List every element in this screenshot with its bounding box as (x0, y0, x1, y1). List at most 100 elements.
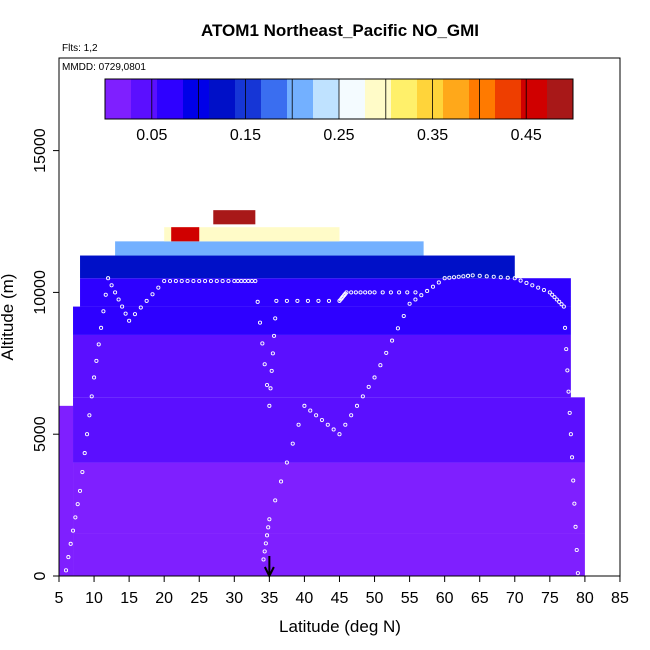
flight-2-sample (284, 460, 289, 465)
heatmap-cell-5 (73, 306, 571, 335)
flight-1-sample (397, 290, 402, 295)
flight-2-sample (568, 432, 573, 437)
flight-1-sample (316, 298, 321, 303)
flight-2-sample (547, 290, 552, 295)
flight-1-sample (255, 299, 260, 304)
flight-1-sample (268, 386, 273, 391)
colorbar-swatch-9 (339, 79, 366, 119)
colorbar-swatch-3 (183, 79, 210, 119)
colorbar-swatch-6 (261, 79, 288, 119)
colorbar-swatch-11 (391, 79, 418, 119)
x-tick-label: 20 (155, 590, 173, 607)
flight-1-sample (173, 279, 178, 284)
x-tick-label: 40 (296, 590, 314, 607)
colorbar-swatch-14 (469, 79, 496, 119)
flight-2-sample (564, 347, 569, 352)
colorbar: 0.05 0.15 0.25 0.35 0.45 (104, 78, 574, 144)
flight-2-sample (413, 297, 418, 302)
heatmap-cell-4 (73, 334, 571, 398)
x-tick-label: 50 (366, 590, 384, 607)
flight-1-sample (349, 290, 354, 295)
colorbar-swatch-17 (547, 79, 574, 119)
flight-2-sample (436, 280, 441, 285)
flight-2-sample (569, 455, 575, 460)
flight-2-sample (360, 394, 365, 399)
colorbar-tick-label: 0.25 (323, 127, 354, 144)
flight-1-sample (226, 279, 231, 284)
flight-2-sample (266, 525, 271, 530)
flight-2-sample (261, 557, 266, 562)
flight-2-sample (567, 410, 572, 415)
y-tick-label: 5000 (32, 416, 49, 452)
flight-1-sample (271, 333, 277, 338)
heatmap-cell-3 (73, 397, 585, 463)
flight-1-sample (208, 279, 213, 284)
flight-2-sample (343, 422, 348, 427)
flight-2-sample (273, 498, 278, 503)
flight-1-sample (144, 298, 149, 303)
heatmap-cell-10 (171, 227, 200, 242)
flight-2-sample (512, 276, 517, 281)
flight-2-sample (541, 287, 547, 293)
flight-1-sample (109, 283, 114, 288)
flight-2-sample (456, 274, 461, 279)
flight-2-sample (573, 524, 578, 529)
flight-1-sample (127, 318, 132, 323)
flight-1-sample (99, 325, 104, 330)
colorbar-swatch-0 (105, 79, 132, 119)
flight-2-sample (308, 408, 313, 413)
flight-2-sample (384, 350, 389, 355)
colorbar-swatch-7 (287, 79, 314, 119)
flight-1-sample (101, 309, 106, 314)
heatmap-cell-8 (115, 241, 424, 256)
flight-2-sample (518, 278, 523, 283)
flight-1-sample (94, 358, 99, 363)
heatmap-cell-9 (164, 227, 340, 242)
x-axis-label: Latitude (deg N) (279, 617, 401, 636)
x-tick-label: 25 (190, 590, 208, 607)
flight-2-sample (484, 274, 489, 279)
flight-2-sample (554, 297, 559, 302)
colorbar-swatch-15 (495, 79, 522, 119)
flight-2-sample (262, 549, 267, 554)
flight-2-sample (314, 413, 319, 418)
flight-2-sample (465, 273, 471, 278)
heatmap-cell-6 (80, 278, 571, 307)
colorbar-swatch-1 (131, 79, 158, 119)
flight-2-sample (354, 403, 360, 408)
flight-2-sample (524, 280, 529, 285)
flight-1-sample (191, 279, 196, 284)
flight-2-sample (401, 313, 406, 319)
flight-2-sample (530, 283, 535, 288)
flight-1-sample (260, 341, 265, 346)
flight-2-sample (337, 432, 342, 437)
flight-2-sample (319, 417, 325, 423)
flight-1-sample (273, 316, 278, 321)
flight-2-sample (491, 274, 496, 279)
flight-2-sample (378, 363, 383, 368)
flight-2-sample (552, 295, 557, 300)
flight-1-sample (89, 394, 94, 399)
flight-2-sample (470, 273, 475, 278)
x-tick-label: 55 (401, 590, 419, 607)
flight-1-sample (132, 312, 138, 317)
flight-1-sample (220, 279, 225, 284)
chart-title: ATOM1 Northeast_Pacific NO_GMI (201, 21, 479, 40)
x-tick-label: 75 (541, 590, 559, 607)
latitude-marker (263, 556, 275, 579)
flight-1-sample (120, 304, 125, 309)
flight-1-sample (103, 292, 108, 297)
heatmap-cell-1 (73, 533, 585, 576)
colorbar-tick-label: 0.45 (511, 127, 542, 144)
flight-1-sample (353, 290, 358, 295)
flight-1-sample (269, 368, 274, 373)
flight-2-sample (477, 273, 482, 278)
y-tick-label: 15000 (32, 128, 49, 173)
flight-1-sample (274, 298, 279, 303)
flight-1-sample (84, 432, 90, 437)
y-tick-label: 10000 (32, 270, 49, 315)
flight-2-sample (263, 541, 268, 546)
flight-2-sample (536, 285, 541, 290)
colorbar-swatch-10 (365, 79, 392, 119)
flight-1-sample (113, 290, 118, 295)
